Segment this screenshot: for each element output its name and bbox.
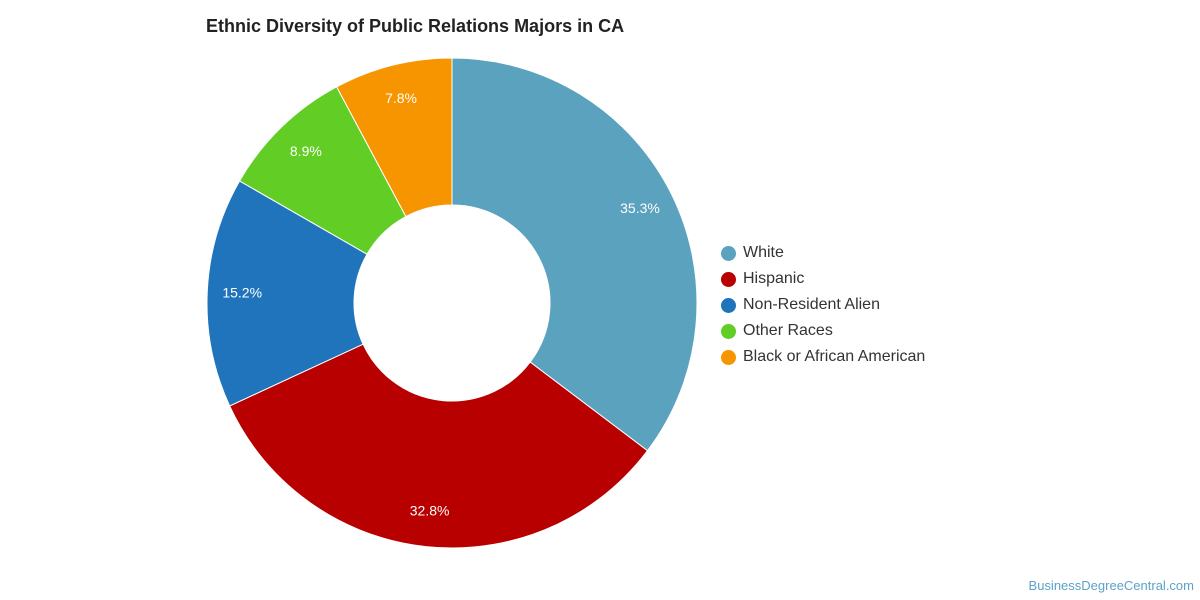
slice-black-or-african-american[interactable] [336,57,453,218]
slice-label-black-or-african-american: 7.8% [385,90,417,106]
slice-white[interactable] [451,57,698,452]
slice-label-non-resident-alien: 15.2% [222,284,262,300]
legend-item-black-or-african-american[interactable]: Black or African American [721,344,925,370]
legend-item-other-races[interactable]: Other Races [721,318,925,344]
legend-item-white[interactable]: White [721,240,925,266]
legend-item-hispanic[interactable]: Hispanic [721,266,925,292]
legend-swatch-black-or-african-american [721,349,736,365]
legend-label-other-races: Other Races [743,322,833,339]
legend-swatch-other-races [721,323,736,339]
legend-label-black-or-african-american: Black or African American [743,348,926,365]
slice-labels: 35.3% 32.8% 15.2% 8.9% 7.8% [222,90,660,519]
slice-label-hispanic: 32.8% [410,503,450,519]
legend-label-hispanic: Hispanic [743,270,805,287]
legend-label-white: White [743,244,784,261]
slice-label-white: 35.3% [620,200,660,216]
legend-swatch-non-resident-alien [721,297,736,313]
donut-slices [206,57,698,549]
legend-swatch-white [721,245,736,261]
legend-swatch-hispanic [721,271,736,287]
chart-title: Ethnic Diversity of Public Relations Maj… [206,16,625,36]
slice-non-resident-alien[interactable] [206,180,368,407]
slice-hispanic[interactable] [229,343,649,549]
source-credit[interactable]: BusinessDegreeCentral.com [1028,578,1194,593]
chart-legend: White Hispanic Non-Resident Alien Other Rac… [721,240,925,370]
legend-item-non-resident-alien[interactable]: Non-Resident Alien [721,292,925,318]
legend-label-non-resident-alien: Non-Resident Alien [743,296,880,313]
slice-label-other-races: 8.9% [290,143,322,159]
